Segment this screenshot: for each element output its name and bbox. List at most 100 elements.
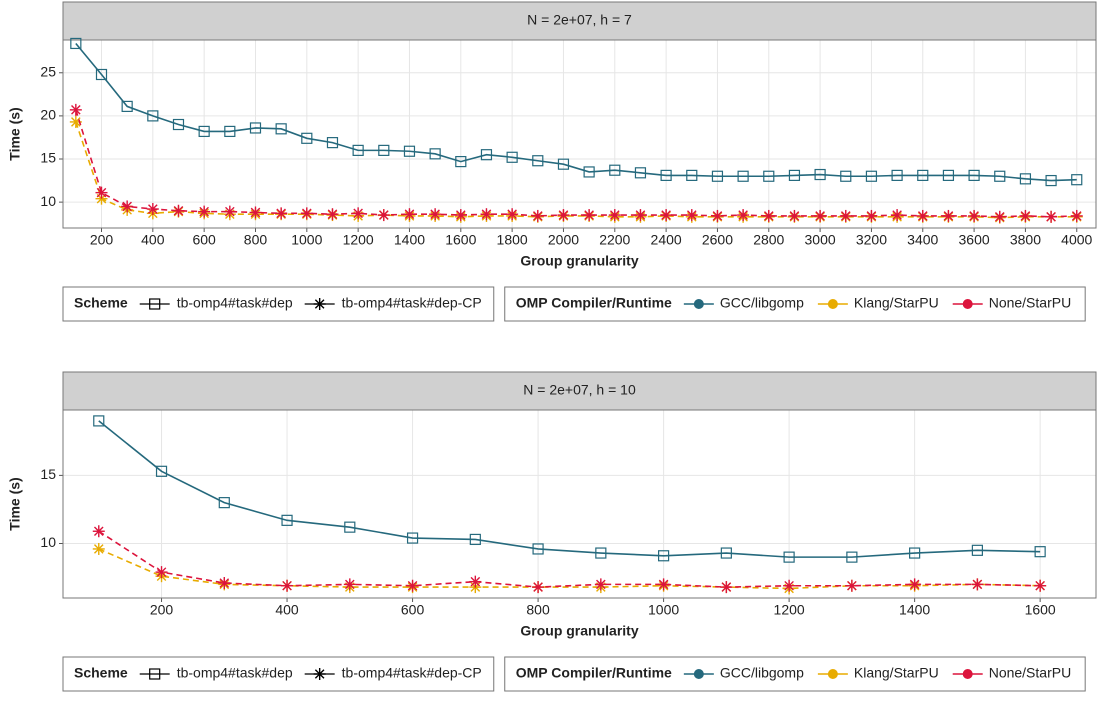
square-marker [93, 415, 105, 427]
data-point [532, 155, 544, 167]
data-point [70, 37, 82, 50]
asterisk-stroke [430, 209, 440, 219]
data-point [971, 544, 983, 556]
asterisk-stroke [250, 207, 261, 218]
data-point [300, 207, 313, 220]
legend-box [504, 656, 1086, 692]
data-point [583, 209, 596, 222]
data-point [814, 168, 826, 181]
square-marker [326, 137, 339, 149]
square-marker [149, 298, 161, 310]
y-tick-label: 10 [40, 193, 56, 209]
asterisk-stroke [302, 208, 312, 219]
x-tick-label: 3800 [1010, 232, 1041, 248]
data-point [121, 200, 134, 213]
data-point [198, 125, 210, 138]
asterisk-stroke [404, 209, 415, 219]
asterisk-stroke [721, 582, 732, 592]
asterisk-stroke [282, 580, 292, 591]
data-point [429, 148, 441, 160]
x-tick-label: 1600 [1025, 602, 1056, 618]
data-point [846, 551, 858, 563]
panel-title: N = 2e+07, h = 7 [527, 12, 632, 28]
data-point [737, 209, 750, 222]
asterisk-stroke [71, 105, 81, 115]
data-point [454, 209, 467, 222]
data-point [198, 205, 211, 218]
data-point [172, 204, 185, 217]
data-point [92, 525, 105, 538]
asterisk-stroke [122, 201, 132, 212]
data-point [326, 137, 339, 149]
legend-label: None/StarPU [989, 295, 1071, 311]
asterisk-stroke [943, 211, 954, 221]
square-marker [720, 547, 732, 559]
legend-key [149, 298, 161, 310]
x-tick-label: 3600 [959, 232, 990, 248]
data-point [429, 208, 442, 221]
asterisk-stroke [379, 210, 389, 220]
data-point [783, 579, 796, 592]
data-point [1071, 174, 1083, 186]
data-point [865, 170, 878, 182]
data-point [865, 209, 878, 222]
data-point [95, 68, 108, 81]
x-tick-label: 200 [150, 602, 174, 618]
x-tick-label: 400 [275, 602, 299, 618]
square-marker [249, 122, 262, 134]
square-marker [711, 170, 724, 182]
square-marker [281, 514, 293, 526]
asterisk-stroke [353, 208, 363, 219]
square-marker [865, 170, 878, 182]
data-point [711, 170, 724, 182]
asterisk-stroke [972, 579, 983, 590]
data-point [660, 169, 672, 181]
data-point [634, 209, 647, 222]
x-tick-label: 1000 [291, 232, 322, 248]
panel-title: N = 2e+07, h = 10 [523, 382, 636, 398]
asterisk-stroke [96, 187, 107, 198]
asterisk-stroke [596, 579, 606, 590]
y-tick-label: 10 [40, 534, 56, 550]
square-marker [557, 158, 570, 170]
x-tick-label: 4000 [1061, 232, 1092, 248]
data-point [531, 209, 544, 222]
x-axis-label: Group granularity [520, 623, 638, 639]
data-point [155, 465, 168, 477]
data-point [720, 581, 733, 594]
x-tick-label: 1600 [445, 232, 476, 248]
data-point [455, 155, 467, 168]
asterisk-stroke [1046, 211, 1056, 222]
data-point [908, 578, 921, 591]
data-point [783, 551, 795, 563]
data-point [737, 170, 749, 182]
square-marker [344, 521, 356, 533]
data-point [711, 209, 724, 222]
series-line [98, 530, 1041, 588]
legend-label: GCC/libgomp [720, 665, 804, 681]
asterisk-stroke [909, 579, 920, 590]
data-point [763, 170, 775, 182]
data-point [557, 158, 570, 170]
x-tick-label: 600 [401, 602, 425, 618]
data-point [469, 575, 482, 588]
asterisk-stroke [225, 206, 235, 217]
legend-key [313, 298, 326, 310]
data-point [224, 125, 236, 138]
square-marker [378, 144, 390, 156]
legend-title: OMP Compiler/Runtime [516, 665, 672, 681]
data-point [1045, 210, 1058, 223]
asterisk-stroke [558, 210, 569, 220]
square-marker [149, 668, 161, 680]
asterisk-stroke [784, 580, 794, 591]
data-point [172, 118, 185, 131]
data-point [657, 578, 670, 591]
asterisk-stroke [314, 669, 325, 679]
asterisk-stroke [71, 117, 81, 127]
legend-key [962, 669, 973, 679]
asterisk-stroke [815, 211, 825, 221]
asterisk-stroke [609, 210, 620, 220]
x-tick-label: 1200 [774, 602, 805, 618]
